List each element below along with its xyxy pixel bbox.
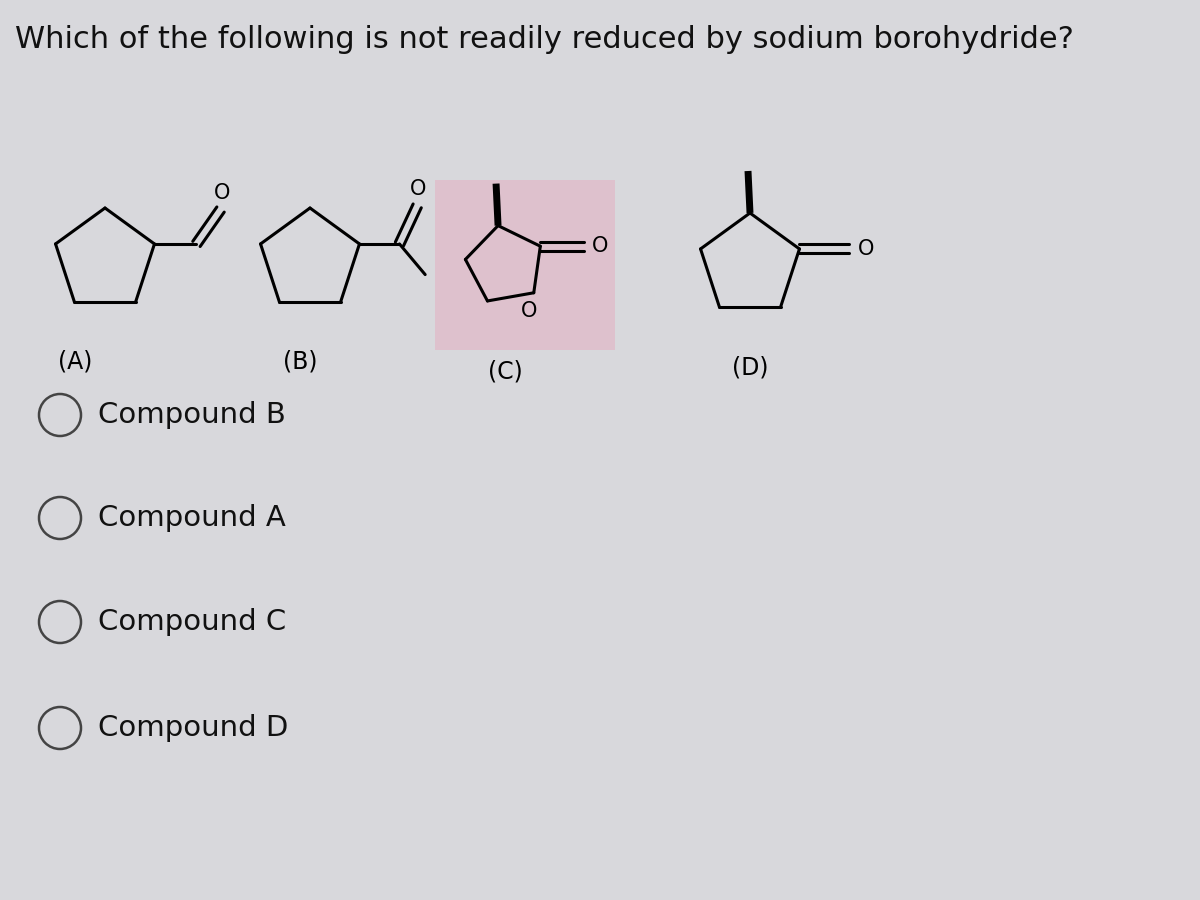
Text: O: O xyxy=(215,183,230,202)
Text: Compound B: Compound B xyxy=(98,401,286,429)
Text: O: O xyxy=(858,238,874,259)
FancyBboxPatch shape xyxy=(434,180,616,350)
Text: Compound D: Compound D xyxy=(98,714,288,742)
Text: O: O xyxy=(410,179,426,199)
Text: (C): (C) xyxy=(487,360,522,384)
Text: O: O xyxy=(593,236,608,256)
Text: O: O xyxy=(521,301,536,320)
Text: (D): (D) xyxy=(732,355,768,379)
Text: Which of the following is not readily reduced by sodium borohydride?: Which of the following is not readily re… xyxy=(14,25,1074,54)
Text: (B): (B) xyxy=(283,350,317,374)
Text: Compound A: Compound A xyxy=(98,504,286,532)
Text: (A): (A) xyxy=(58,350,92,374)
Text: Compound C: Compound C xyxy=(98,608,287,636)
